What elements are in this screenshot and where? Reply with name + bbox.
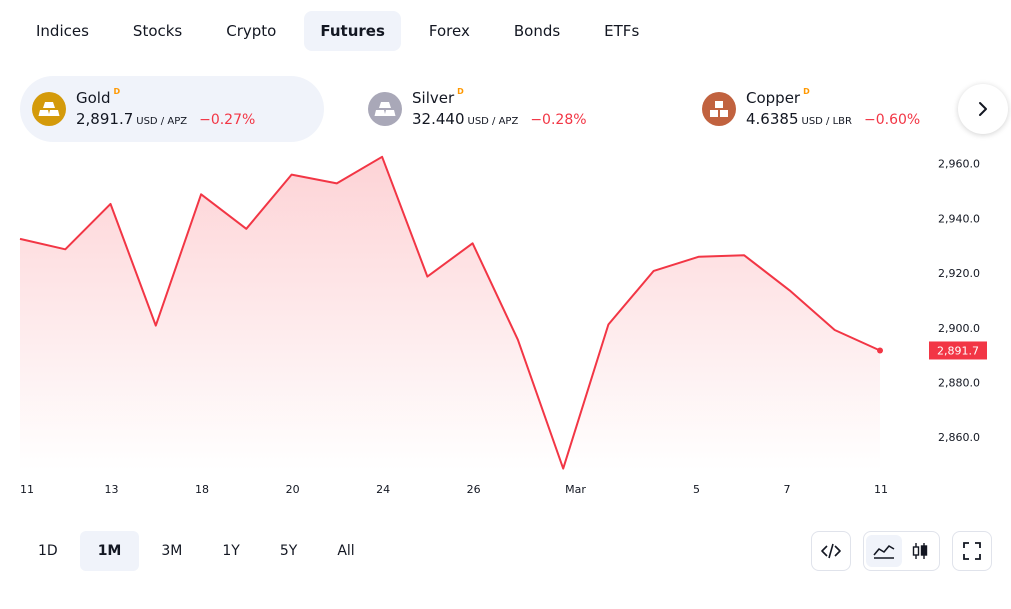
instrument-change: −0.28% (530, 112, 587, 128)
candlestick-chart-button[interactable] (902, 535, 938, 567)
y-tick-label: 2,860.0 (938, 431, 980, 444)
instrument-card-copper[interactable]: Copper D 4.6385 USD / LBR −0.60% (690, 76, 950, 142)
instrument-price: 2,891.7 (76, 110, 134, 128)
price-area-fill (20, 156, 880, 471)
code-icon (821, 543, 841, 559)
category-tabs: Indices Stocks Crypto Futures Forex Bond… (20, 11, 667, 51)
area-chart-icon (872, 545, 894, 559)
last-price-tag (929, 341, 987, 360)
tab-bonds[interactable]: Bonds (513, 22, 561, 40)
tab-etfs[interactable]: ETFs (604, 22, 640, 40)
y-tick-label: 2,880.0 (938, 376, 980, 389)
x-tick-label: Mar (565, 483, 586, 496)
x-tick-label: 24 (376, 483, 390, 496)
instrument-name: Silver (412, 89, 455, 107)
chevron-right-icon (979, 102, 987, 116)
x-tick-label: 5 (693, 483, 700, 496)
range-1m-button[interactable]: 1M (79, 531, 140, 571)
x-tick-label: 26 (467, 483, 481, 496)
instrument-unit: USD / APZ (136, 116, 188, 127)
instrument-price: 4.6385 (746, 110, 799, 128)
tab-stocks[interactable]: Stocks (132, 22, 183, 40)
copper-blocks-icon (702, 92, 736, 126)
y-tick-label: 2,940.0 (938, 212, 980, 225)
delayed-badge: D (457, 87, 464, 96)
x-tick-label: 11 (20, 483, 34, 496)
instrument-price: 32.440 (412, 110, 465, 128)
candlestick-icon (912, 543, 927, 559)
y-tick-label: 2,960.0 (938, 158, 980, 171)
instrument-card-gold[interactable]: Gold D 2,891.7 USD / APZ −0.27% (20, 76, 324, 142)
gold-bars-icon (32, 92, 66, 126)
tab-crypto[interactable]: Crypto (226, 22, 277, 40)
silver-bars-icon (368, 92, 402, 126)
instrument-cards: Gold D 2,891.7 USD / APZ −0.27% Silver D 3… (20, 76, 950, 142)
tab-indices[interactable]: Indices (36, 22, 89, 40)
instrument-name: Copper (746, 89, 801, 107)
x-tick-label: 18 (195, 483, 209, 496)
last-price-label: 2,891.7 (937, 344, 979, 357)
range-all-button[interactable]: All (337, 543, 355, 559)
x-tick-label: 7 (783, 483, 790, 496)
time-range-selector: 1D 1M 3M 1Y 5Y All (20, 531, 377, 571)
y-tick-label: 2,920.0 (938, 267, 980, 280)
range-3m-button[interactable]: 3M (161, 543, 183, 559)
instrument-change: −0.60% (863, 112, 921, 128)
tab-forex[interactable]: Forex (428, 22, 470, 40)
y-tick-label: 2,900.0 (938, 322, 980, 335)
x-tick-label: 11 (874, 483, 888, 496)
instrument-name: Gold (76, 89, 111, 107)
range-5y-button[interactable]: 5Y (279, 543, 298, 559)
delayed-badge: D (113, 87, 121, 96)
instrument-change: −0.27% (199, 112, 256, 128)
price-chart[interactable]: 11 13 18 20 24 26 Mar 5 7 11 2,960.0 2,940.0 2,920.… (0, 150, 1011, 510)
chart-style-toggle (863, 531, 940, 571)
instrument-unit: USD / APZ (467, 116, 519, 127)
next-instruments-button[interactable] (958, 84, 1008, 134)
tab-futures[interactable]: Futures (304, 11, 401, 51)
delayed-badge: D (803, 87, 810, 96)
price-line (19, 155, 881, 470)
instrument-unit: USD / LBR (801, 116, 852, 127)
instrument-card-silver[interactable]: Silver D 32.440 USD / APZ −0.28% (356, 76, 656, 142)
range-1d-button[interactable]: 1D (38, 543, 58, 559)
area-chart-button[interactable] (865, 535, 902, 567)
x-tick-label: 20 (286, 483, 300, 496)
fullscreen-icon (963, 542, 981, 560)
fullscreen-button[interactable] (952, 531, 992, 571)
embed-code-button[interactable] (811, 531, 851, 571)
x-tick-label: 13 (105, 483, 119, 496)
data-point (877, 347, 883, 354)
range-1y-button[interactable]: 1Y (222, 543, 240, 559)
